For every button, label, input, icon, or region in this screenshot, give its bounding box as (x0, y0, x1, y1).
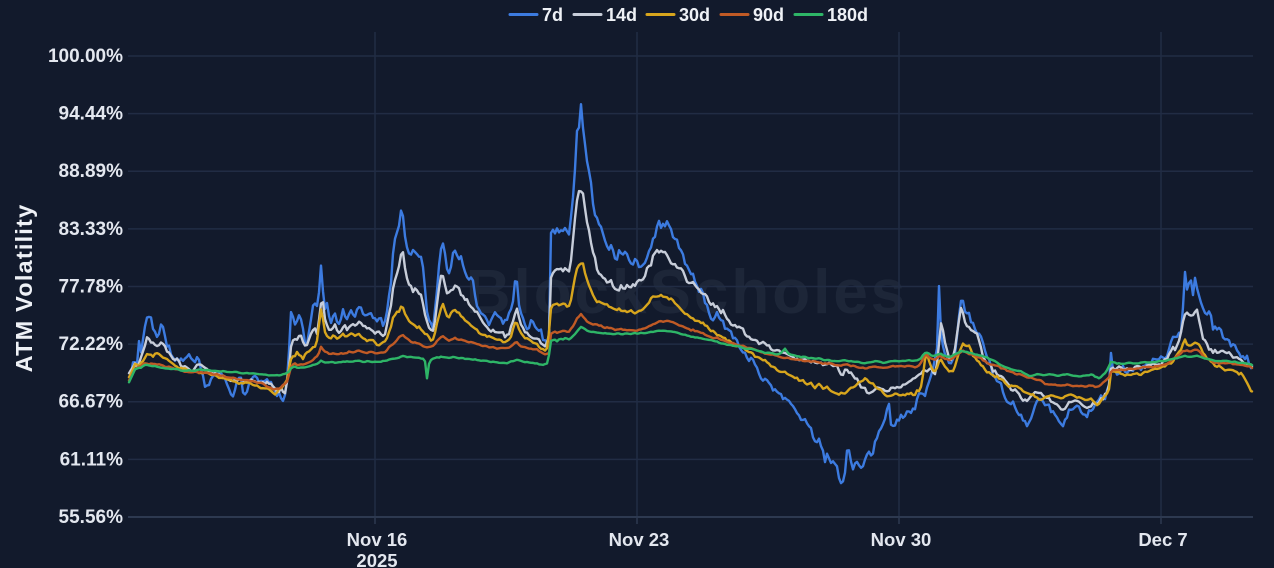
svg-text:77.78%: 77.78% (59, 277, 124, 298)
svg-text:Nov 16: Nov 16 (347, 529, 408, 550)
svg-text:7d: 7d (542, 5, 563, 25)
svg-text:Nov 30: Nov 30 (871, 529, 932, 550)
svg-text:100.00%: 100.00% (48, 46, 123, 67)
svg-text:Nov 23: Nov 23 (609, 529, 670, 550)
svg-text:72.22%: 72.22% (59, 334, 124, 355)
svg-text:94.44%: 94.44% (59, 104, 124, 125)
svg-text:ATM Volatility: ATM Volatility (11, 204, 37, 373)
svg-text:Dec 7: Dec 7 (1138, 529, 1187, 550)
svg-text:30d: 30d (679, 5, 710, 25)
svg-text:BlockScholes: BlockScholes (466, 258, 909, 327)
svg-text:83.33%: 83.33% (59, 219, 124, 240)
svg-text:88.89%: 88.89% (59, 161, 124, 182)
svg-text:61.11%: 61.11% (60, 449, 123, 470)
svg-text:14d: 14d (606, 5, 637, 25)
svg-text:66.67%: 66.67% (59, 392, 124, 413)
svg-text:90d: 90d (753, 5, 784, 25)
svg-text:2025: 2025 (356, 550, 397, 568)
svg-text:180d: 180d (827, 5, 868, 25)
svg-text:55.56%: 55.56% (59, 507, 124, 528)
